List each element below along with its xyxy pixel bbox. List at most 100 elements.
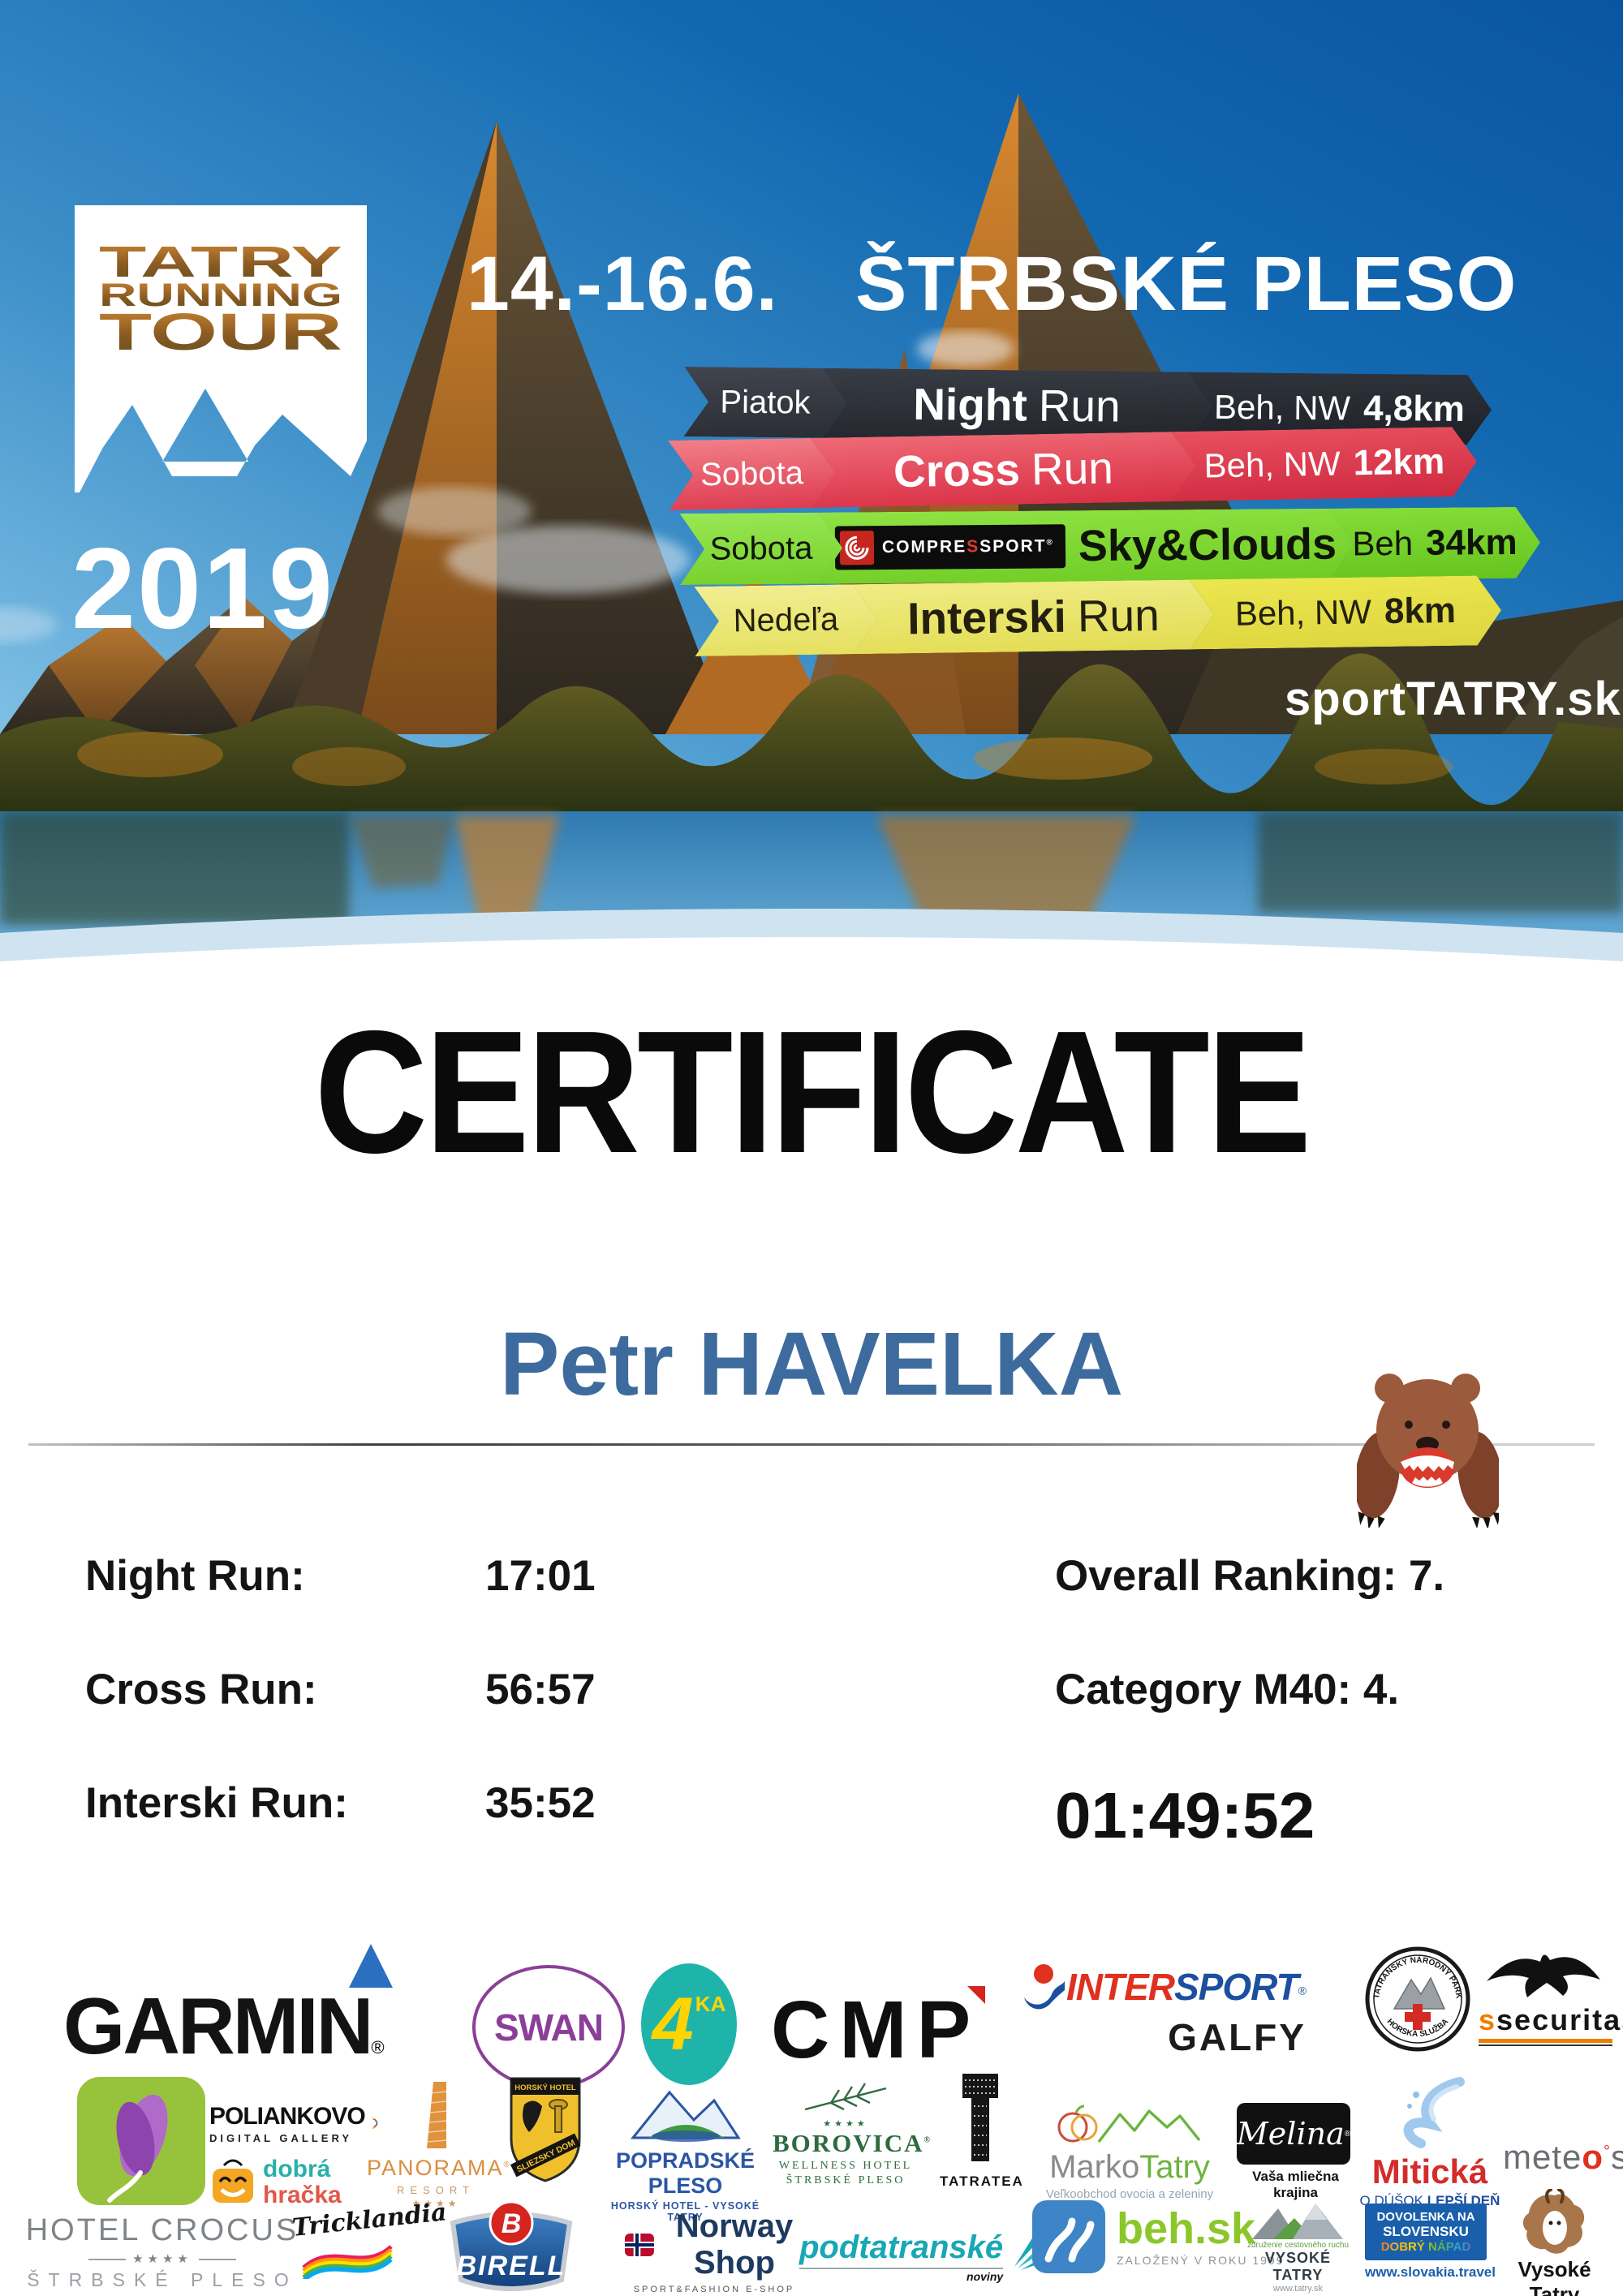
sponsor-hotel-crocus-text: HOTEL CROCUS ★★★★ ŠTRBSKÉ PLESO <box>24 2213 300 2291</box>
crocus-flower-icon <box>107 2094 168 2203</box>
result-label: Cross Run: <box>85 1666 317 1713</box>
result-value: 56:57 <box>485 1666 596 1713</box>
intersport-reg: ® <box>1298 1984 1307 1997</box>
securitas-bar <box>1479 2039 1612 2043</box>
sponsor-tanap-badge: TATRANSKÝ NÁRODNÝ PARK HORSKÁ SLUŽBA <box>1365 1946 1470 2052</box>
night-run-distance: 4,8km <box>1363 388 1466 430</box>
compressport-icon <box>840 531 874 565</box>
sponsor-vysoke-tatry-region: Vysoké Tatry www.regiontatry.sk <box>1492 2189 1617 2296</box>
popradske-sub: HORSKÝ HOTEL - VYSOKÉ TATRY <box>610 2200 760 2223</box>
interski-day: Nedeľa <box>694 584 877 656</box>
behsk-label: beh.sk <box>1117 2204 1256 2253</box>
tatry-mountains-icon <box>1251 2204 1343 2239</box>
compressport-accent: S <box>966 537 980 557</box>
cross-run-name-light: Run <box>1031 442 1114 495</box>
borovica-reg: ® <box>923 2135 932 2145</box>
cross-run-name-bold: Cross <box>893 444 1021 497</box>
sky-clouds-name-label: Sky&Clouds <box>1078 519 1337 571</box>
securitas-eagle-icon <box>1487 1954 1600 1997</box>
tanap-mountain-icon <box>1393 1976 1446 2010</box>
popradske-mountains-icon <box>630 2090 741 2142</box>
intersport-icon <box>1024 1964 1065 2010</box>
night-run-name-light: Run <box>1038 380 1121 432</box>
result-label: Interski Run: <box>85 1779 348 1827</box>
sponsor-vysoke-tatry-zdruzenie: združenie cestovného ruchu VYSOKÉ TATRY … <box>1243 2195 1353 2294</box>
behsk-sub: ZALOŽENÝ V ROKU 1999 <box>1117 2254 1285 2267</box>
interski-distance: 8km <box>1384 590 1457 632</box>
sponsor-cmp: CMP <box>771 1986 986 2070</box>
event-title: 14.-16.6. ŠTRBSKÉ PLESO <box>467 240 1517 329</box>
interski-name-bold: Interski <box>906 591 1067 644</box>
category-ranking: Category M40: 4. <box>1055 1666 1400 1713</box>
logo-word-tatry: TATRY <box>99 238 342 286</box>
sponsor-securitas: ssecuritas <box>1479 1946 1623 2046</box>
borovica-sub2: ŠTRBSKÉ PLESO <box>786 2174 906 2186</box>
tatry-zdruzenie-sub1: združenie cestovného ruchu <box>1246 2241 1350 2250</box>
result-value: 17:01 <box>485 1552 596 1600</box>
marko-apple-mountain-icon <box>1057 2105 1201 2143</box>
tatratea-label: TATRATEA <box>940 2173 1024 2189</box>
swan-label: SWAN <box>494 2006 604 2049</box>
sponsor-dobra-hracka: dobrá hračka <box>209 2156 342 2208</box>
night-run-day: Piatok <box>684 367 847 438</box>
melina-label: Melina <box>1236 2116 1345 2152</box>
ranking-list: Overall Ranking: 7. Category M40: 4. 01:… <box>1055 1551 1591 1892</box>
sponsor-panorama: PANORAMA® RESORT ★★★★ <box>367 2079 510 2209</box>
miticka-label: Mitická <box>1371 2152 1488 2191</box>
sponsor-popradske-pleso: POPRADSKÉ PLESO HORSKÝ HOTEL - VYSOKÉ TA… <box>602 2081 768 2223</box>
borovica-label: BOROVICA <box>773 2129 924 2157</box>
cross-run-name: Cross Run <box>810 432 1196 508</box>
sky-clouds-type: Beh <box>1352 523 1414 563</box>
logo-year: 2019 <box>71 524 334 653</box>
sponsor-tricklandia: Tricklandia <box>291 2198 448 2283</box>
securitas-label: securitas <box>1496 2003 1623 2036</box>
hotel-crocus-stars: ★★★★ <box>132 2252 192 2266</box>
sliezsky-header: HORSKÝ HOTEL <box>514 2083 576 2092</box>
podtatranske-label: podtatranské <box>799 2229 1004 2269</box>
night-run-day-label: Piatok <box>720 383 811 421</box>
birell-label: BIRELL <box>457 2251 566 2281</box>
panorama-sub: RESORT <box>397 2184 475 2196</box>
dobra-hracka-icon <box>213 2159 253 2203</box>
dobra-label: dobrá <box>263 2156 331 2182</box>
dovolenka-line1: DOVOLENKA NA <box>1376 2210 1475 2224</box>
marko-label1: Marko <box>1049 2149 1140 2185</box>
divider-line <box>28 1443 1595 1446</box>
sponsor-garmin: GARMIN® <box>63 1944 393 2066</box>
tatratea-bottle-icon <box>962 2074 998 2161</box>
poliankovo-sub: DIGITAL GALLERY <box>209 2131 353 2144</box>
sky-clouds-name: COMPRESSPORT® Sky&Clouds <box>818 508 1354 583</box>
dovolenka-line3: DOBRÝ NÁPAD <box>1370 2240 1482 2254</box>
sponsor-meteo: meteo°sk <box>1503 2138 1623 2177</box>
poliankovo-arcs-icon <box>371 2118 377 2129</box>
sponsor-birell: B BIRELL <box>450 2200 573 2291</box>
intersport-part2: SPORT <box>1174 1966 1299 2008</box>
night-run-name-bold: Night <box>912 378 1028 431</box>
podtatranske-sub: noviny <box>966 2270 1004 2283</box>
cross-run-day-label: Sobota <box>700 454 804 492</box>
4ka-suffix: KA <box>695 1991 726 2016</box>
cmp-flag-icon <box>967 1986 986 2004</box>
sponsor-borovica: ★★★★ BOROVICA® WELLNESS HOTEL ŠTRBSKÉ PL… <box>773 2082 930 2187</box>
panorama-label: PANORAMA <box>367 2156 504 2180</box>
behsk-icon <box>1032 2200 1105 2273</box>
sponsor-tatratea: TATRATEA <box>940 2070 1024 2190</box>
interski-name: Interski Run <box>852 579 1214 654</box>
sponsor-poliankovo: POLIANKOVO DIGITAL GALLERY <box>209 2100 380 2147</box>
meteo-p3: sk <box>1611 2138 1623 2176</box>
meteo-o: o <box>1582 2138 1604 2176</box>
tatry-running-tour-logo: TATRY RUNNING TOUR <box>75 205 367 492</box>
popradske-label: POPRADSKÉ PLESO <box>615 2148 756 2198</box>
event-date: 14.-16.6. <box>467 241 778 327</box>
borovica-stars: ★★★★ <box>823 2119 868 2129</box>
norway-shop-label: Norway Shop <box>675 2208 794 2281</box>
sponsor-intersport: INTERSPORT® GALFY <box>1021 1963 1307 2059</box>
sponsor-behsk: beh.sk ZALOŽENÝ V ROKU 1999 <box>1032 2200 1285 2273</box>
runner-name: Petr HAVELKA <box>499 1314 1124 1414</box>
sponsor-sliezsky-dom: HORSKÝ HOTEL SLIEZSKY DOM <box>510 2077 581 2182</box>
intersport-part1: INTER <box>1066 1966 1175 2008</box>
securitas-bar2 <box>1479 2044 1612 2046</box>
miticka-splash-icon <box>1403 2077 1465 2148</box>
curve-white <box>0 937 1623 1006</box>
dovolenka-line2: SLOVENSKU <box>1383 2224 1469 2239</box>
